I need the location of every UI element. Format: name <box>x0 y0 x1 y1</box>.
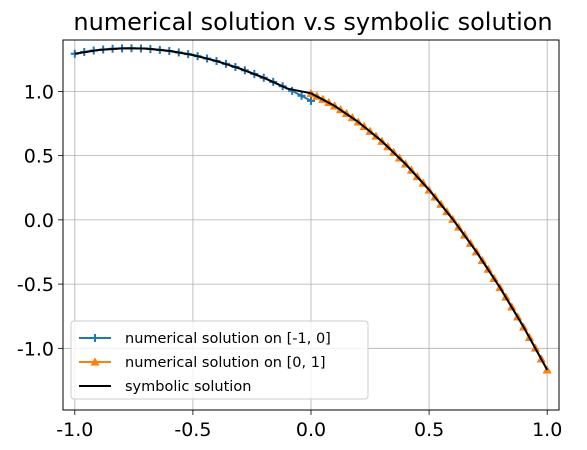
x-tick-label: -0.5 <box>174 419 211 441</box>
y-tick-label: 0.5 <box>24 146 54 168</box>
x-tick-label: 1.0 <box>532 419 562 441</box>
series-0-point <box>307 96 315 105</box>
legend-marker-1 <box>90 357 100 366</box>
legend-box <box>70 320 369 400</box>
series-0-point <box>297 91 306 100</box>
legend-label-0: numerical solution on [-1, 0] <box>125 331 331 347</box>
y-tick-label: -0.5 <box>17 274 54 296</box>
legend-marker-0 <box>91 334 99 342</box>
legend-label-1: numerical solution on [0, 1] <box>125 355 326 371</box>
x-tick-label: 0.5 <box>414 419 444 441</box>
x-tick-label: 0.0 <box>296 419 326 441</box>
legend-label-2: symbolic solution <box>125 379 251 395</box>
y-tick-label: -1.0 <box>17 338 54 360</box>
y-tick-label: 0.0 <box>24 210 54 232</box>
x-tick-label: -1.0 <box>56 419 93 441</box>
chart-title: numerical solution v.s symbolic solution <box>73 8 552 36</box>
legend: numerical solution on [-1, 0] numerical s… <box>70 320 369 400</box>
ticks: -1.0 -0.5 0.0 0.5 1.0 -1.0 -0.5 0.0 0.5 1.0 <box>17 81 562 441</box>
y-tick-label: 1.0 <box>24 81 54 103</box>
series-layer <box>70 44 552 374</box>
series-line-2 <box>74 47 549 371</box>
